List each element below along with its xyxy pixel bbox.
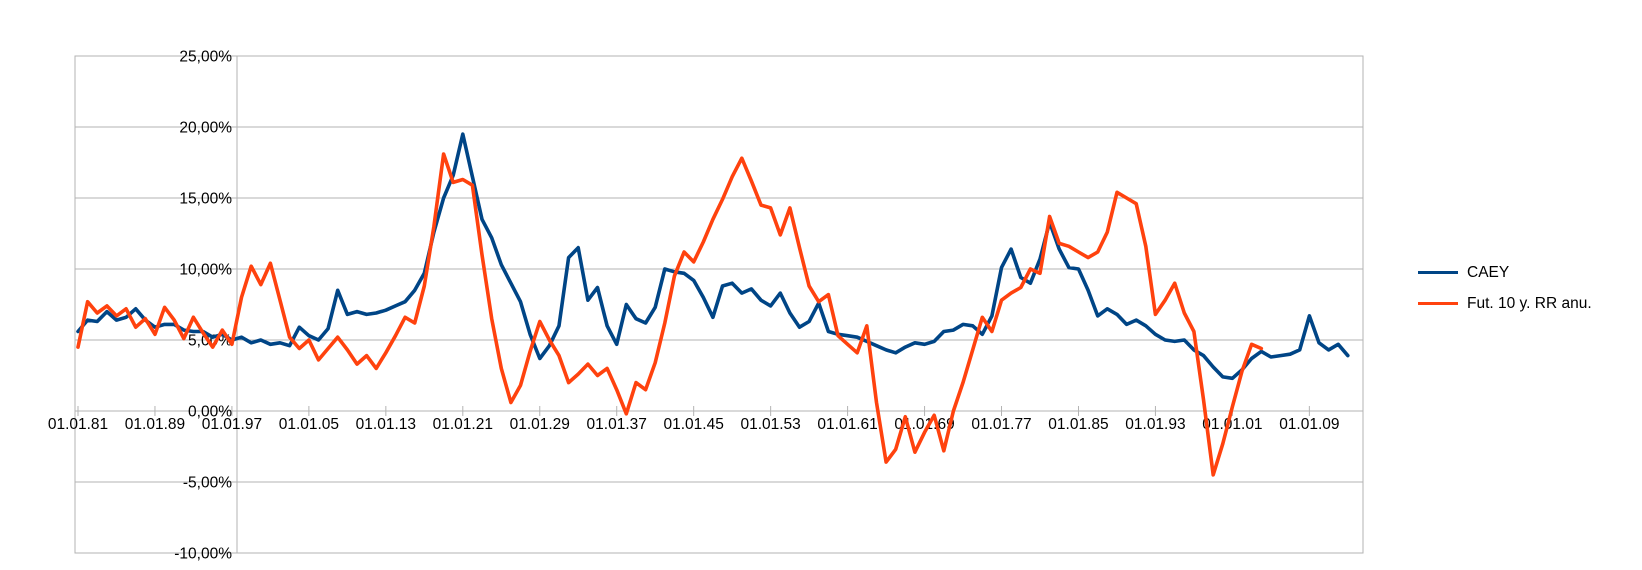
svg-text:01.01.61: 01.01.61 [817, 416, 877, 433]
svg-text:25,00%: 25,00% [179, 49, 232, 66]
caey-line [76, 132, 1350, 381]
svg-text:01.01.09: 01.01.09 [1279, 416, 1339, 433]
caey-legend-label: CAEY [1467, 263, 1510, 281]
svg-text:01.01.21: 01.01.21 [433, 416, 493, 433]
svg-text:01.01.93: 01.01.93 [1125, 416, 1185, 433]
svg-text:01.01.01: 01.01.01 [1202, 416, 1262, 433]
svg-text:01.01.05: 01.01.05 [279, 416, 339, 433]
svg-text:01.01.13: 01.01.13 [356, 416, 416, 433]
caey-line-swatch [1418, 271, 1458, 274]
fut10y-rr-line [76, 152, 1264, 477]
svg-text:-5,00%: -5,00% [183, 475, 232, 492]
svg-text:01.01.77: 01.01.77 [971, 416, 1031, 433]
svg-text:10,00%: 10,00% [179, 262, 232, 279]
legend-item-caey[interactable]: CAEY [1418, 257, 1592, 288]
svg-text:-10,00%: -10,00% [174, 546, 232, 563]
svg-text:01.01.45: 01.01.45 [664, 416, 724, 433]
svg-text:01.01.85: 01.01.85 [1048, 416, 1108, 433]
svg-text:01.01.97: 01.01.97 [202, 416, 262, 433]
svg-text:01.01.53: 01.01.53 [740, 416, 800, 433]
legend: CAEY Fut. 10 y. RR anu. [1418, 257, 1592, 319]
svg-text:15,00%: 15,00% [179, 191, 232, 208]
svg-text:01.01.89: 01.01.89 [125, 416, 185, 433]
x-axis-labels: 01.01.81 01.01.89 01.01.97 01.01.05 01.01.13… [48, 416, 1340, 433]
legend-item-fut10y-rr[interactable]: Fut. 10 y. RR anu. [1418, 288, 1592, 319]
horizontal-gridlines [75, 55, 1363, 554]
svg-text:01.01.29: 01.01.29 [510, 416, 570, 433]
fut10y-rr-line-swatch [1418, 302, 1458, 305]
svg-text:01.01.81: 01.01.81 [48, 416, 108, 433]
svg-text:0,00%: 0,00% [188, 404, 232, 421]
plot-frame [74, 55, 1364, 554]
fut10y-rr-legend-label: Fut. 10 y. RR anu. [1467, 294, 1592, 312]
svg-text:01.01.37: 01.01.37 [587, 416, 647, 433]
svg-text:20,00%: 20,00% [179, 120, 232, 137]
y-axis-labels: 25,00%20,00%15,00%10,00%5,00%0,00%-5,00%… [174, 49, 232, 563]
